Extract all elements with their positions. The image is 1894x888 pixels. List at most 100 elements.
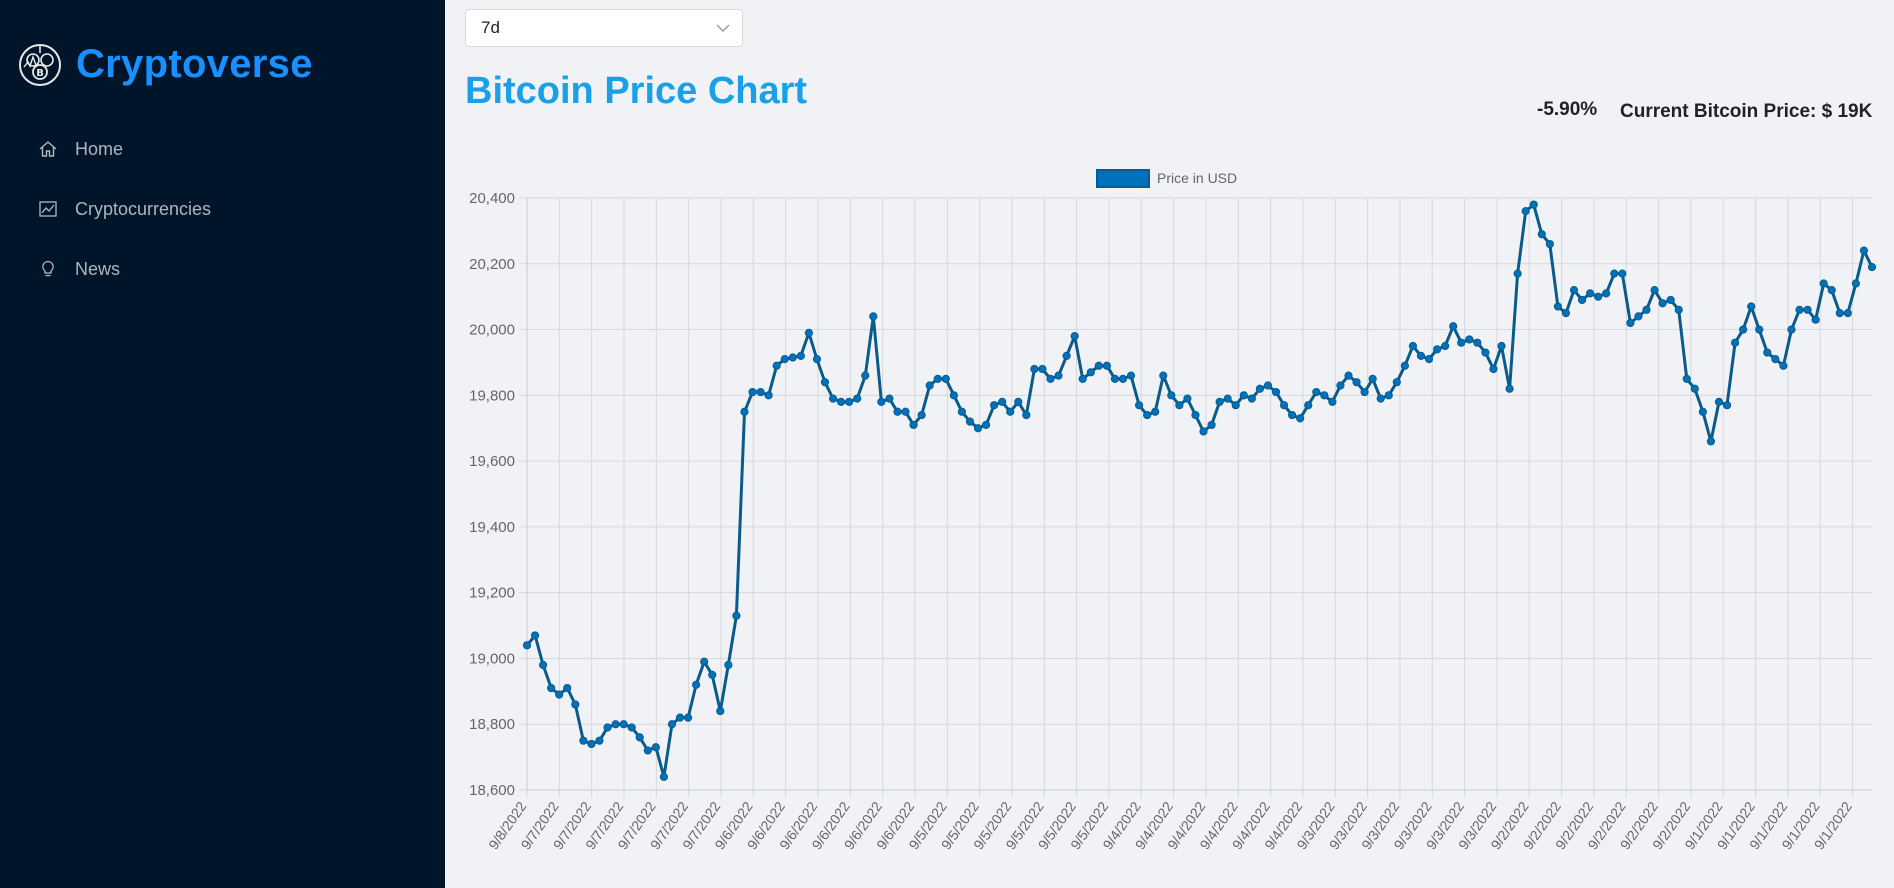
data-point — [1288, 410, 1297, 420]
data-point — [1376, 394, 1385, 403]
sidebar: B Cryptoverse Home Cryptocurrencies News — [0, 0, 445, 888]
data-point — [748, 387, 757, 397]
sidebar-item-news[interactable]: News — [0, 239, 445, 299]
brand[interactable]: B Cryptoverse — [18, 42, 313, 87]
data-point — [1134, 401, 1144, 410]
y-tick-label: 19,000 — [469, 650, 515, 667]
data-point — [700, 657, 709, 666]
data-point — [1545, 239, 1554, 249]
main-content: 7d Bitcoin Price Chart -5.90% Current Bi… — [445, 0, 1894, 888]
data-point — [772, 361, 781, 370]
data-point — [555, 690, 564, 699]
data-point — [603, 723, 612, 732]
data-point — [1432, 345, 1442, 354]
y-tick-label: 19,800 — [469, 387, 515, 404]
data-point — [1537, 230, 1546, 239]
data-point — [1577, 295, 1587, 305]
chevron-down-icon — [716, 24, 730, 32]
data-point — [1811, 315, 1820, 324]
data-point — [1191, 410, 1200, 420]
series-price-in-usd — [522, 200, 1877, 781]
data-point — [1183, 394, 1192, 403]
data-point — [1674, 305, 1683, 314]
data-point — [1271, 387, 1281, 397]
data-point — [764, 391, 773, 400]
data-point — [692, 680, 701, 689]
data-point — [675, 713, 685, 722]
data-point — [1819, 279, 1828, 288]
data-point — [1618, 269, 1627, 278]
svg-text:B: B — [36, 68, 44, 79]
current-price: Current Bitcoin Price: $ 19K — [1620, 101, 1873, 122]
y-tick-label: 20,000 — [469, 322, 515, 339]
legend-label[interactable]: Price in USD — [1157, 170, 1237, 186]
data-point — [861, 371, 870, 380]
data-point — [1610, 269, 1619, 278]
y-tick-label: 19,200 — [469, 585, 515, 602]
data-point — [563, 683, 572, 693]
x-tick-labels: 9/8/20229/7/20229/7/20229/7/20229/7/2022… — [485, 798, 1855, 852]
price-line — [525, 203, 1874, 779]
sidebar-item-cryptocurrencies[interactable]: Cryptocurrencies — [0, 179, 445, 239]
data-point — [1867, 262, 1877, 272]
data-point — [1022, 410, 1031, 420]
sidebar-nav: Home Cryptocurrencies News — [0, 119, 445, 299]
data-point — [635, 733, 644, 742]
data-point — [1078, 374, 1087, 383]
data-point — [965, 417, 975, 426]
data-point — [917, 410, 926, 420]
brand-name[interactable]: Cryptoverse — [76, 42, 313, 86]
data-point — [1706, 437, 1716, 446]
chart-legend: Price in USD — [1096, 169, 1237, 188]
data-point — [1344, 371, 1353, 380]
data-point — [1682, 374, 1691, 383]
time-period-select[interactable]: 7d — [465, 9, 743, 47]
data-point — [1408, 341, 1418, 351]
data-point — [820, 378, 830, 387]
data-point — [740, 407, 749, 416]
y-tick-label: 19,600 — [469, 453, 515, 470]
data-point — [1722, 401, 1732, 410]
data-point — [1666, 295, 1675, 305]
data-point — [1602, 289, 1611, 298]
data-point — [1312, 387, 1321, 397]
data-point — [1255, 384, 1265, 393]
data-point — [619, 720, 628, 729]
data-point — [1304, 401, 1313, 410]
data-point — [933, 374, 942, 383]
data-point — [659, 772, 669, 781]
data-point — [901, 407, 910, 416]
data-point — [1400, 361, 1409, 370]
data-point — [683, 713, 693, 722]
data-point — [1763, 348, 1772, 357]
data-point — [837, 397, 846, 407]
data-point — [1473, 338, 1482, 347]
data-point — [1529, 200, 1538, 209]
data-point — [1384, 391, 1393, 400]
data-point — [949, 391, 958, 400]
data-point — [780, 355, 789, 364]
data-point — [1730, 338, 1740, 347]
sidebar-item-label: Cryptocurrencies — [75, 198, 212, 219]
data-point — [893, 407, 902, 416]
data-point — [1199, 427, 1208, 436]
y-tick-label: 20,400 — [469, 190, 515, 207]
data-point — [1143, 410, 1152, 420]
page-title: Bitcoin Price Chart — [465, 70, 808, 112]
data-point — [828, 394, 838, 403]
data-point — [1586, 289, 1595, 298]
data-point — [1779, 361, 1788, 370]
data-point — [1118, 374, 1128, 383]
data-point — [1062, 351, 1071, 360]
data-point — [1231, 401, 1240, 410]
data-point — [587, 739, 596, 749]
data-point — [869, 312, 878, 321]
data-point — [1126, 371, 1136, 380]
price-change: -5.90% — [1537, 99, 1598, 120]
data-point — [877, 397, 886, 407]
y-tick-label: 18,600 — [469, 782, 515, 799]
data-point — [539, 660, 548, 670]
sidebar-item-home[interactable]: Home — [0, 119, 445, 179]
data-point — [1014, 397, 1023, 407]
data-point — [1521, 207, 1530, 216]
